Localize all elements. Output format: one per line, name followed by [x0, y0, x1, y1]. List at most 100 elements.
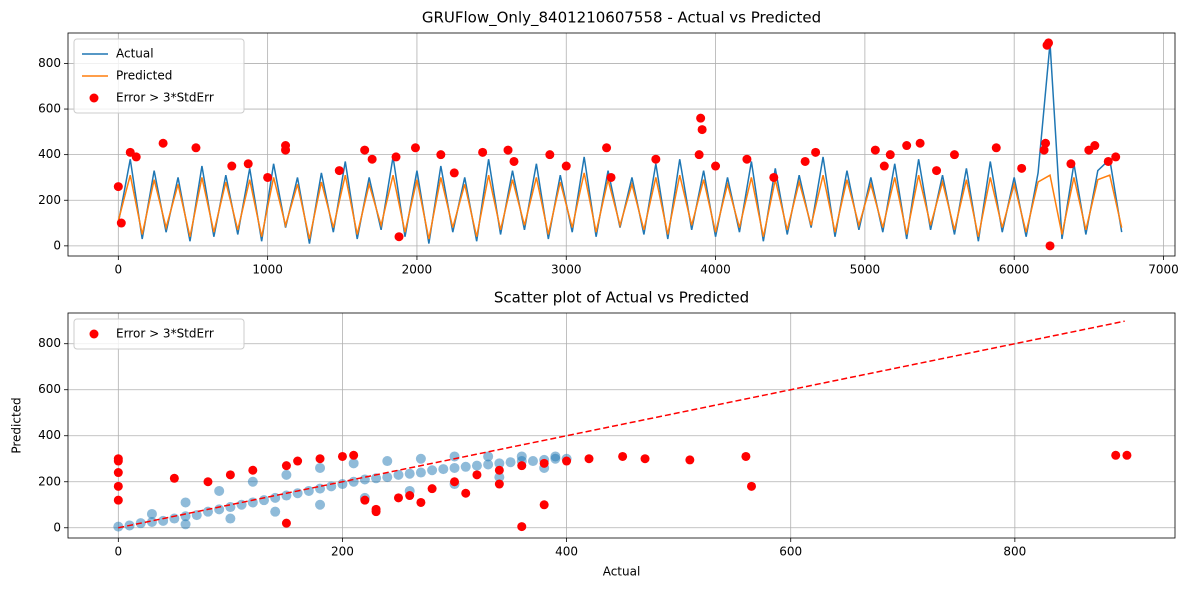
data-point	[247, 476, 258, 487]
data-point	[169, 513, 180, 524]
data-point	[991, 143, 1001, 153]
data-point	[415, 453, 426, 464]
data-point	[483, 459, 494, 470]
x-tick-label: 0	[114, 263, 122, 277]
y-axis-label: Predicted	[10, 397, 24, 453]
data-point	[214, 504, 225, 515]
x-tick-label: 200	[331, 545, 354, 559]
data-point	[382, 456, 393, 467]
legend-label: Predicted	[116, 69, 172, 83]
x-tick-label: 600	[779, 545, 802, 559]
plot-area	[113, 320, 1132, 532]
data-point	[281, 469, 292, 480]
data-point	[131, 152, 141, 162]
data-point	[494, 465, 504, 475]
data-point	[509, 156, 519, 166]
data-point	[651, 154, 661, 164]
data-point	[746, 481, 756, 491]
data-point	[315, 454, 325, 464]
plot-area	[113, 38, 1123, 251]
data-point	[584, 454, 594, 464]
data-point	[427, 484, 437, 494]
data-point	[915, 138, 925, 148]
data-point	[685, 455, 695, 465]
data-point	[697, 125, 707, 135]
data-point	[483, 451, 494, 462]
data-point	[113, 481, 123, 491]
legend-label: Error > 3*StdErr	[116, 91, 214, 105]
chart-title: GRUFlow_Only_8401210607558 - Actual vs P…	[422, 9, 821, 28]
data-point	[203, 477, 213, 487]
data-point	[932, 166, 942, 176]
data-point	[371, 473, 382, 484]
data-line	[117, 172, 1123, 240]
data-point	[1066, 159, 1076, 169]
axes: Scatter plot of Actual vs Predicted 0 200 4…	[10, 289, 1176, 579]
y-tick-label: 600	[38, 382, 61, 396]
data-point	[227, 161, 237, 171]
data-point	[225, 470, 235, 480]
data-point	[769, 172, 779, 182]
legend-box	[73, 318, 245, 350]
legend: Actual Predicted Error > 3*StdErr	[73, 38, 245, 114]
x-tick-label: 3000	[551, 263, 582, 277]
data-point	[360, 145, 370, 155]
data-point	[334, 166, 344, 176]
y-tick-label: 400	[38, 428, 61, 442]
data-point	[640, 454, 650, 464]
legend-swatch	[89, 329, 99, 339]
data-point	[741, 451, 751, 461]
data-point	[461, 488, 471, 498]
axes: GRUFlow_Only_8401210607558 - Actual vs P…	[38, 9, 1179, 277]
y-tick-label: 800	[38, 56, 61, 70]
data-point	[870, 145, 880, 155]
data-point	[885, 150, 895, 160]
x-tick-label: 1000	[252, 263, 283, 277]
data-point	[360, 495, 370, 505]
data-point	[415, 467, 426, 478]
data-point	[1045, 241, 1055, 251]
data-point	[113, 456, 123, 466]
data-point	[527, 456, 538, 467]
data-point	[248, 465, 258, 475]
data-point	[460, 461, 471, 472]
data-point	[438, 464, 449, 475]
data-point	[1111, 450, 1121, 460]
data-point	[545, 150, 555, 160]
data-point	[1044, 38, 1054, 48]
x-tick-label: 0	[114, 545, 122, 559]
data-point	[562, 456, 572, 466]
data-point	[449, 462, 460, 473]
data-point	[281, 518, 291, 528]
data-point	[393, 493, 403, 503]
legend-box	[73, 38, 245, 114]
data-point	[371, 504, 381, 514]
y-tick-label: 0	[53, 238, 61, 252]
data-point	[606, 172, 616, 182]
x-tick-label: 2000	[402, 263, 433, 277]
data-point	[191, 143, 201, 153]
data-point	[113, 521, 124, 532]
data-point	[281, 461, 291, 471]
data-point	[694, 150, 704, 160]
data-point	[158, 138, 168, 148]
data-point	[146, 517, 157, 528]
data-point	[382, 472, 393, 483]
y-tick-label: 200	[38, 193, 61, 207]
data-point	[517, 461, 527, 471]
data-point	[472, 470, 482, 480]
data-point	[618, 451, 628, 461]
legend: Error > 3*StdErr	[73, 318, 245, 350]
data-point	[478, 147, 488, 157]
data-point	[1111, 152, 1121, 162]
data-point	[494, 472, 505, 483]
data-point	[539, 458, 549, 468]
data-point	[225, 513, 236, 524]
data-point	[410, 143, 420, 153]
data-point	[281, 145, 291, 155]
x-tick-label: 5000	[850, 263, 881, 277]
data-point	[561, 161, 571, 171]
data-point	[550, 451, 561, 462]
data-point	[337, 451, 347, 461]
data-point	[146, 508, 157, 519]
